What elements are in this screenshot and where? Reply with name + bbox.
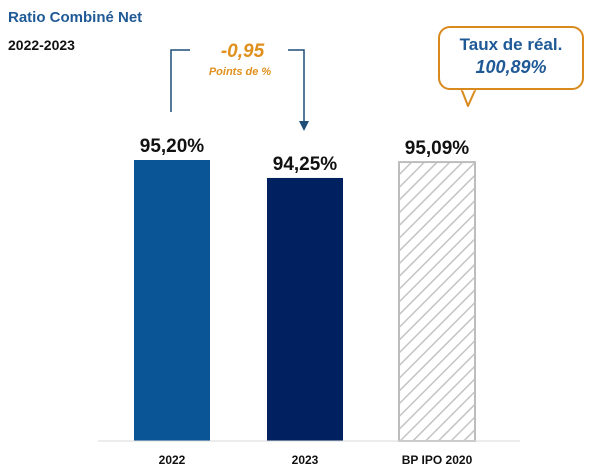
bar-2022 <box>134 160 210 441</box>
difference-arrow <box>170 49 309 131</box>
data-label-bp-ipo-2020: 95,09% <box>405 138 470 159</box>
realization-rate-callout: Taux de réal. 100,89% <box>438 26 584 90</box>
chart-subtitle: 2022-2023 <box>8 37 75 53</box>
difference-value: -0,95 <box>220 41 265 62</box>
x-tick-label-2022: 2022 <box>159 453 186 467</box>
x-tick-label-2023: 2023 <box>292 453 319 467</box>
callout-value: 100,89% <box>475 57 547 77</box>
difference-unit-label: Points de % <box>208 66 272 78</box>
x-tick-label-bp-ipo-2020: BP IPO 2020 <box>402 453 473 467</box>
callout-label: Taux de réal. <box>459 35 563 54</box>
bar-bp-ipo-2020 <box>398 161 476 442</box>
chart-title: Ratio Combiné Net <box>8 9 143 26</box>
bar-2023 <box>267 177 343 441</box>
callout-tail <box>460 87 477 107</box>
data-label-2023: 94,25% <box>273 154 338 175</box>
data-label-2022: 95,20% <box>140 136 205 157</box>
